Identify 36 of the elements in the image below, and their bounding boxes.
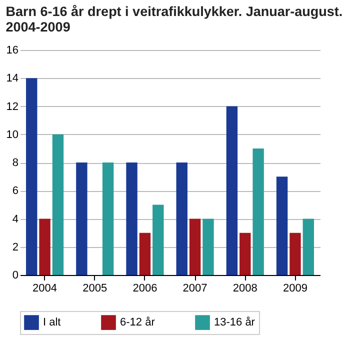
y-tick-label: 10 (6, 128, 18, 141)
bar (76, 162, 88, 275)
bar (39, 218, 50, 275)
y-tick-label: 2 (12, 241, 18, 254)
bar (126, 162, 138, 275)
x-tick-label: 2008 (232, 282, 258, 294)
bar (302, 218, 314, 275)
x-tick-label: 2005 (82, 282, 108, 294)
legend-label: 13-16 år (214, 316, 256, 329)
bar (189, 218, 201, 275)
legend-label: I alt (43, 316, 61, 329)
bar (202, 218, 214, 275)
y-tick-label: 16 (6, 44, 18, 56)
legend-label: 6-12 år (120, 316, 156, 329)
y-tick-label: 0 (12, 270, 18, 282)
bar (276, 176, 288, 275)
x-tick-label: 2004 (32, 282, 58, 294)
x-tick-label: 2007 (182, 282, 208, 294)
x-tick-label: 2009 (282, 282, 308, 294)
bar (290, 232, 301, 275)
bar (52, 134, 64, 275)
bar (139, 232, 151, 275)
chart-title: Barn 6-16 år drept i veitrafikkulykker. Januar-august. 2004-2009 (6, 4, 343, 34)
bar (176, 162, 188, 275)
y-tick-label: 6 (12, 185, 18, 198)
y-tick-label: 4 (12, 213, 18, 226)
y-tick-label: 14 (6, 72, 18, 85)
y-tick-label: 12 (6, 100, 18, 113)
bar (26, 78, 38, 275)
bar (252, 148, 264, 275)
bar (152, 204, 164, 275)
bar (240, 232, 251, 275)
bar (226, 106, 238, 275)
bar (102, 162, 114, 275)
x-tick-label: 2006 (132, 282, 158, 294)
y-tick-label: 8 (12, 157, 18, 169)
